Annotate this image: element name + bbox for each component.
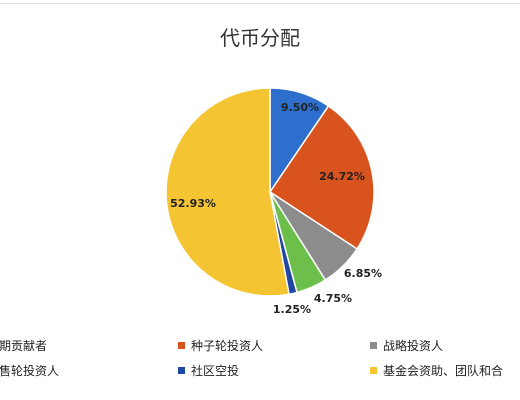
pie-slice-seed-investors bbox=[268, 104, 375, 250]
legend-label: 种子轮投资人 bbox=[191, 339, 264, 353]
top-border bbox=[0, 3, 520, 4]
legend-item-presale-investors: 预售轮投资人 bbox=[0, 362, 59, 379]
legend-label: 预售轮投资人 bbox=[0, 364, 60, 378]
data-label-community-airdrop: 1.25% bbox=[273, 303, 311, 316]
legend-swatch bbox=[370, 342, 377, 349]
legend-label: 社区空投 bbox=[191, 364, 240, 378]
chart-title: 代币分配 bbox=[220, 26, 300, 50]
legend-item-early-contributors: 早期贡献者 bbox=[0, 337, 47, 354]
data-label-presale-investors: 4.75% bbox=[314, 292, 352, 305]
legend-item-strategic-investors: 战略投资人 bbox=[370, 337, 443, 354]
legend-label: 基金会资助、团队和合 bbox=[383, 364, 504, 378]
legend-item-community-airdrop: 社区空投 bbox=[178, 362, 239, 379]
legend-item-foundation-team: 基金会资助、团队和合 bbox=[370, 362, 503, 379]
legend-swatch bbox=[370, 367, 377, 374]
data-label-foundation-team: 52.93% bbox=[170, 197, 216, 210]
data-label-seed-investors: 24.72% bbox=[319, 170, 365, 183]
legend-label: 早期贡献者 bbox=[0, 339, 48, 353]
legend-swatch bbox=[178, 342, 185, 349]
legend-item-seed-investors: 种子轮投资人 bbox=[178, 337, 263, 354]
legend-label: 战略投资人 bbox=[383, 339, 444, 353]
data-label-early-contributors: 9.50% bbox=[281, 101, 319, 114]
data-label-strategic-investors: 6.85% bbox=[344, 267, 382, 280]
legend-swatch bbox=[178, 367, 185, 374]
pie-slice-foundation-team bbox=[165, 87, 290, 297]
